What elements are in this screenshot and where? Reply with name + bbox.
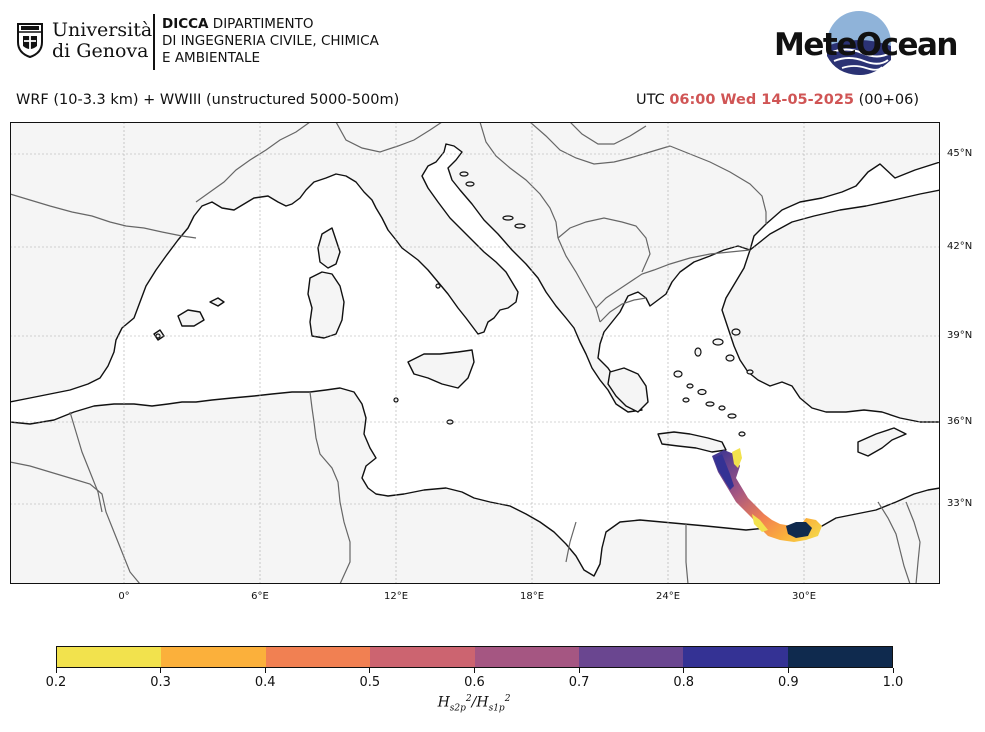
brand-name: MeteOcean <box>774 27 958 63</box>
colorbar-title-sub1: s2p <box>449 703 466 714</box>
colorbar-segment <box>370 647 475 667</box>
country-borders <box>10 122 921 584</box>
swell-core-west <box>714 454 734 490</box>
land-sardinia <box>307 271 345 339</box>
logo-divider <box>153 14 155 70</box>
lat-label-36: 36°N <box>947 416 973 427</box>
university-name: Università di Genova <box>52 20 152 62</box>
land-corsica <box>317 227 341 269</box>
colorbar-tick <box>787 668 789 673</box>
colorbar-tick <box>578 668 580 673</box>
swell-core-east <box>786 522 812 538</box>
colorbar-segment <box>474 647 579 667</box>
lon-label-12e: 12°E <box>383 591 409 602</box>
colorbar-segment <box>161 647 266 667</box>
colorbar-tick-label: 0.6 <box>464 675 485 690</box>
lat-label-45: 45°N <box>947 148 973 159</box>
university-logo: Università di Genova DICCA DIPARTIMENTO … <box>14 14 394 70</box>
colorbar-tick-label: 1.0 <box>882 675 904 690</box>
colorbar <box>56 646 893 668</box>
lon-label-18e: 18°E <box>519 591 545 602</box>
model-description: WRF (10-3.3 km) + WWIII (unstructured 50… <box>16 92 400 108</box>
department-line1: DIPARTIMENTO <box>212 16 314 32</box>
swell-ratio-field <box>712 448 822 542</box>
colorbar-tick <box>474 668 475 673</box>
lon-label-0: 0° <box>118 591 130 602</box>
swell-yellow-edge <box>732 448 742 468</box>
swell-yellow-south <box>752 514 768 532</box>
aegean-islands <box>155 171 754 437</box>
colorbar-tick <box>369 668 371 673</box>
land-crete <box>657 431 727 453</box>
map-panel <box>10 122 940 584</box>
department-name: DICCA DIPARTIMENTO DI INGEGNERIA CIVILE,… <box>162 16 379 67</box>
colorbar-segment <box>265 647 371 667</box>
land-menorca <box>209 297 225 307</box>
colorbar-title-base2: H <box>476 694 489 711</box>
colorbar-tick <box>683 668 685 673</box>
land <box>10 122 940 584</box>
land-anatolia <box>721 189 940 423</box>
graticule <box>10 122 940 584</box>
colorbar-title-sup1: 2 <box>465 694 472 704</box>
lat-label-39: 39°N <box>947 330 973 341</box>
colorbar-tick-label: 0.5 <box>359 675 381 690</box>
meteocean-emblem-icon <box>827 11 891 76</box>
land-peloponnese <box>607 367 649 413</box>
department-abbrev: DICCA <box>162 16 209 32</box>
colorbar-tick-label: 0.9 <box>778 675 799 690</box>
colorbar-tick <box>160 668 162 673</box>
colorbar-tick-label: 0.3 <box>150 675 171 690</box>
colorbar-tick <box>55 668 57 673</box>
lat-label-42: 42°N <box>947 241 973 252</box>
forecast-datetime: 06:00 Wed 14-05-2025 <box>669 92 855 108</box>
lon-label-6e: 6°E <box>251 591 269 602</box>
land-mallorca <box>177 309 205 327</box>
forecast-time: UTC 06:00 Wed 14-05-2025 (00+06) <box>636 92 919 108</box>
colorbar-title-base: H <box>437 694 450 711</box>
university-name-line2: di Genova <box>52 40 149 62</box>
land-cyprus <box>857 427 907 457</box>
colorbar-title: Hs2p2/Hs1p2 <box>438 694 511 713</box>
department-line3: E AMBIENTALE <box>162 50 261 66</box>
colorbar-segment <box>57 647 162 667</box>
header: Università di Genova DICCA DIPARTIMENTO … <box>0 0 985 90</box>
university-seal-icon <box>17 23 43 58</box>
colorbar-tick <box>892 668 894 673</box>
colorbar-tick-label: 0.4 <box>254 675 276 690</box>
lon-label-24e: 24°E <box>655 591 681 602</box>
land-sicily <box>407 349 475 389</box>
colorbar-tick-label: 0.7 <box>568 675 590 690</box>
utc-label: UTC <box>635 92 665 108</box>
department-line2: DI INGEGNERIA CIVILE, CHIMICA <box>162 33 379 49</box>
land-europe <box>10 122 940 413</box>
colorbar-title-sub2: s1p <box>488 703 505 714</box>
colorbar-segment <box>787 647 892 667</box>
colorbar-title-sep: / <box>471 694 477 711</box>
colorbar-segment <box>578 647 684 667</box>
colorbar-tick-label: 0.2 <box>45 675 67 690</box>
colorbar-title-sup2: 2 <box>504 694 511 704</box>
university-name-line1: Università <box>52 19 153 41</box>
lon-label-30e: 30°E <box>791 591 817 602</box>
lead-time: (00+06) <box>858 92 919 108</box>
meteocean-logo: MeteOcean <box>774 10 958 76</box>
colorbar-tick <box>264 668 266 673</box>
colorbar-segment <box>683 647 788 667</box>
colorbar-tick-label: 0.8 <box>673 675 695 690</box>
lat-label-33: 33°N <box>947 498 973 509</box>
